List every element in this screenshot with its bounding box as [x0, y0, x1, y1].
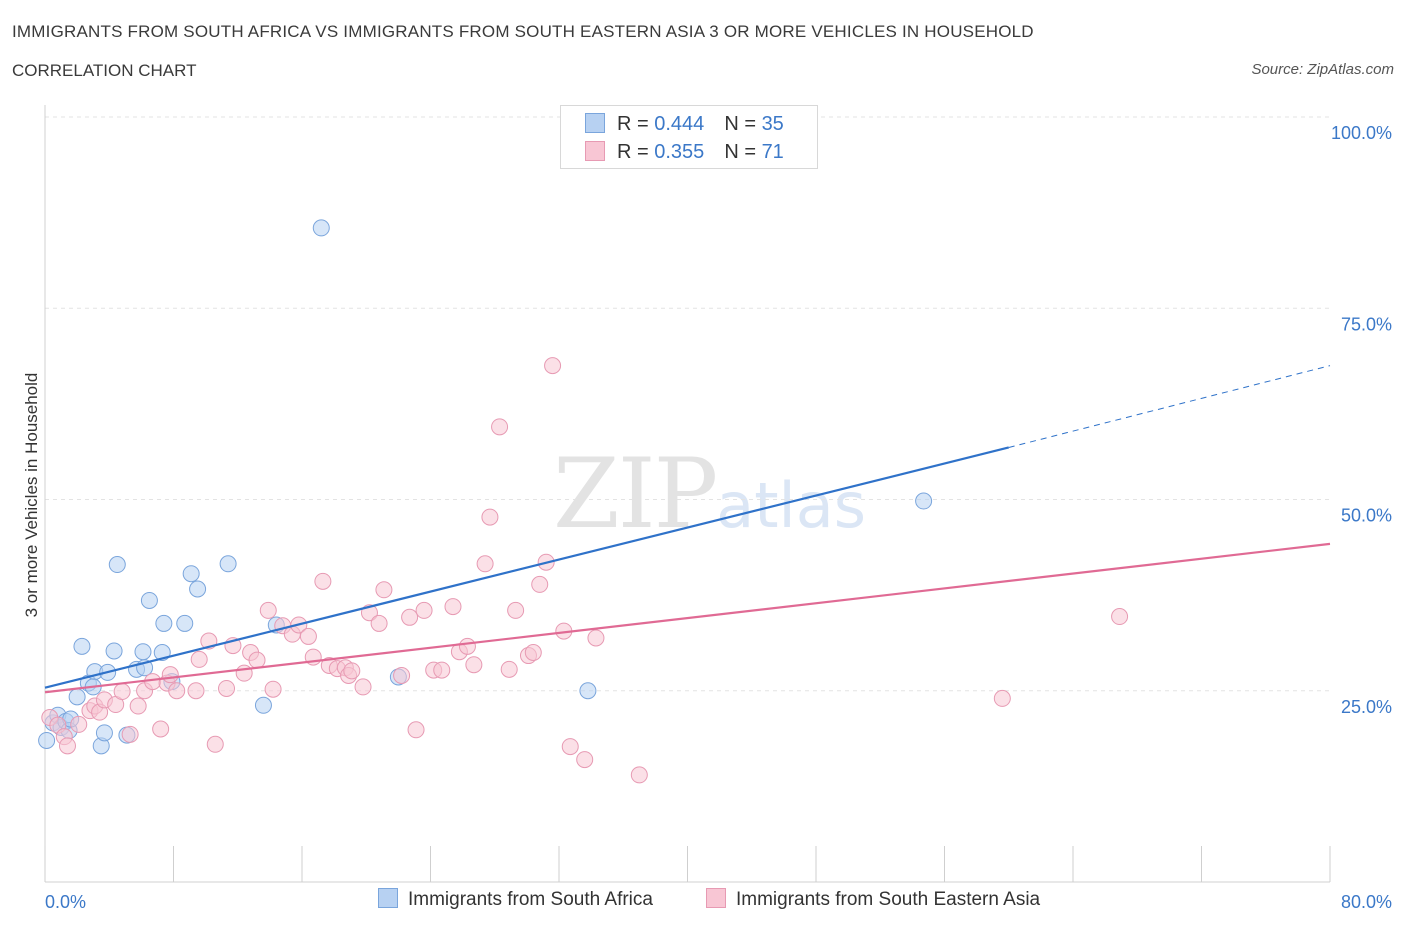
point-south-eastern-asia — [401, 608, 419, 626]
source-label: Source: ZipAtlas.com — [1251, 61, 1394, 78]
point-south-eastern-asia — [1111, 608, 1129, 626]
point-south-eastern-asia — [415, 601, 433, 619]
point-south-eastern-asia — [168, 682, 186, 700]
point-south-eastern-asia — [433, 661, 451, 679]
y-tick-label: 100.0% — [1331, 123, 1392, 143]
point-south-africa — [73, 637, 91, 655]
point-south-africa — [38, 731, 56, 749]
legend-swatch-blue — [585, 113, 605, 133]
point-south-africa — [105, 642, 123, 660]
point-south-eastern-asia — [491, 418, 509, 436]
point-south-eastern-asia — [343, 662, 361, 680]
correlation-legend: R = 0.444 N = 35 R = 0.355 N = 71 — [560, 105, 818, 169]
point-south-eastern-asia — [458, 637, 476, 655]
point-south-eastern-asia — [561, 738, 579, 756]
point-south-eastern-asia — [481, 508, 499, 526]
watermark: ZIPatlas — [553, 438, 866, 550]
point-south-eastern-asia — [314, 572, 332, 590]
y-axis-label: 3 or more Vehicles in Household — [22, 373, 41, 618]
point-south-africa — [134, 643, 152, 661]
point-south-eastern-asia — [70, 715, 88, 733]
point-south-eastern-asia — [129, 697, 147, 715]
point-south-africa — [219, 555, 237, 573]
point-south-eastern-asia — [576, 751, 594, 769]
n-label: N = — [724, 113, 762, 135]
point-south-eastern-asia — [444, 598, 462, 616]
point-south-eastern-asia — [248, 651, 266, 669]
legend-row-south-africa: R = 0.444 N = 35 — [585, 113, 784, 135]
point-south-eastern-asia — [354, 678, 372, 696]
point-south-eastern-asia — [507, 601, 525, 619]
watermark-atlas: atlas — [716, 469, 867, 542]
point-south-eastern-asia — [375, 581, 393, 599]
series-legend: Immigrants from South Africa Immigrants … — [0, 888, 1406, 916]
chart-title: IMMIGRANTS FROM SOUTH AFRICA VS IMMIGRAN… — [12, 22, 1034, 41]
watermark-zip: ZIP — [553, 438, 718, 550]
legend-swatch-pink — [706, 888, 726, 908]
trendline-south-africa — [44, 446, 1010, 689]
legend-swatch-blue — [378, 888, 398, 908]
point-south-eastern-asia — [476, 555, 494, 573]
point-south-eastern-asia — [206, 735, 224, 753]
point-south-eastern-asia — [407, 721, 425, 739]
trendline-extension-south-africa — [1008, 365, 1331, 448]
point-south-eastern-asia — [190, 650, 208, 668]
point-south-eastern-asia — [524, 644, 542, 661]
point-south-eastern-asia — [299, 627, 317, 645]
point-south-africa — [95, 724, 113, 742]
point-south-eastern-asia — [531, 575, 549, 593]
point-south-africa — [915, 492, 933, 510]
point-south-eastern-asia — [587, 629, 605, 647]
r-value: 0.444 — [654, 113, 705, 135]
point-south-africa — [182, 565, 200, 583]
legend-item-south-eastern-asia[interactable]: Immigrants from South Eastern Asia — [706, 888, 1040, 911]
point-south-africa — [254, 696, 272, 714]
point-south-eastern-asia — [264, 680, 282, 698]
legend-label: Immigrants from South Africa — [408, 889, 653, 910]
legend-swatch-pink — [585, 141, 605, 161]
point-south-eastern-asia — [465, 656, 483, 674]
point-south-eastern-asia — [370, 614, 388, 632]
point-south-eastern-asia — [630, 766, 648, 784]
legend-label: Immigrants from South Eastern Asia — [736, 889, 1041, 910]
point-south-eastern-asia — [218, 679, 236, 697]
y-tick-label: 75.0% — [1341, 314, 1392, 334]
x-tick-label: 0.0% — [45, 892, 86, 912]
trendline-south-eastern-asia — [44, 542, 1331, 694]
point-south-eastern-asia — [113, 683, 131, 701]
legend-item-south-africa[interactable]: Immigrants from South Africa — [378, 888, 653, 911]
r-label: R = — [617, 113, 655, 135]
point-south-africa — [189, 580, 207, 598]
point-south-africa — [68, 688, 86, 706]
point-south-eastern-asia — [544, 357, 562, 375]
chart-subtitle: CORRELATION CHART — [12, 61, 197, 80]
point-south-eastern-asia — [393, 666, 411, 684]
point-south-eastern-asia — [259, 601, 277, 619]
y-tick-label: 25.0% — [1341, 697, 1392, 717]
n-value: 35 — [761, 113, 784, 135]
y-tick-label: 50.0% — [1341, 506, 1392, 526]
point-south-eastern-asia — [121, 725, 139, 743]
point-south-africa — [176, 614, 194, 632]
point-south-eastern-asia — [500, 660, 518, 678]
point-south-eastern-asia — [993, 689, 1011, 707]
point-south-africa — [108, 556, 126, 574]
point-south-eastern-asia — [58, 737, 76, 755]
point-south-eastern-asia — [161, 666, 179, 684]
r-value: 0.355 — [654, 141, 705, 163]
x-tick-label: 80.0% — [1341, 892, 1392, 912]
point-south-eastern-asia — [152, 720, 170, 738]
n-value: 71 — [761, 141, 784, 163]
point-south-africa — [155, 614, 173, 632]
legend-row-south-eastern-asia: R = 0.355 N = 71 — [585, 141, 784, 163]
point-south-africa — [140, 591, 158, 609]
n-label: N = — [724, 141, 762, 163]
point-south-eastern-asia — [187, 682, 205, 700]
point-south-africa — [579, 682, 597, 700]
r-label: R = — [617, 141, 655, 163]
point-south-africa — [312, 219, 330, 237]
